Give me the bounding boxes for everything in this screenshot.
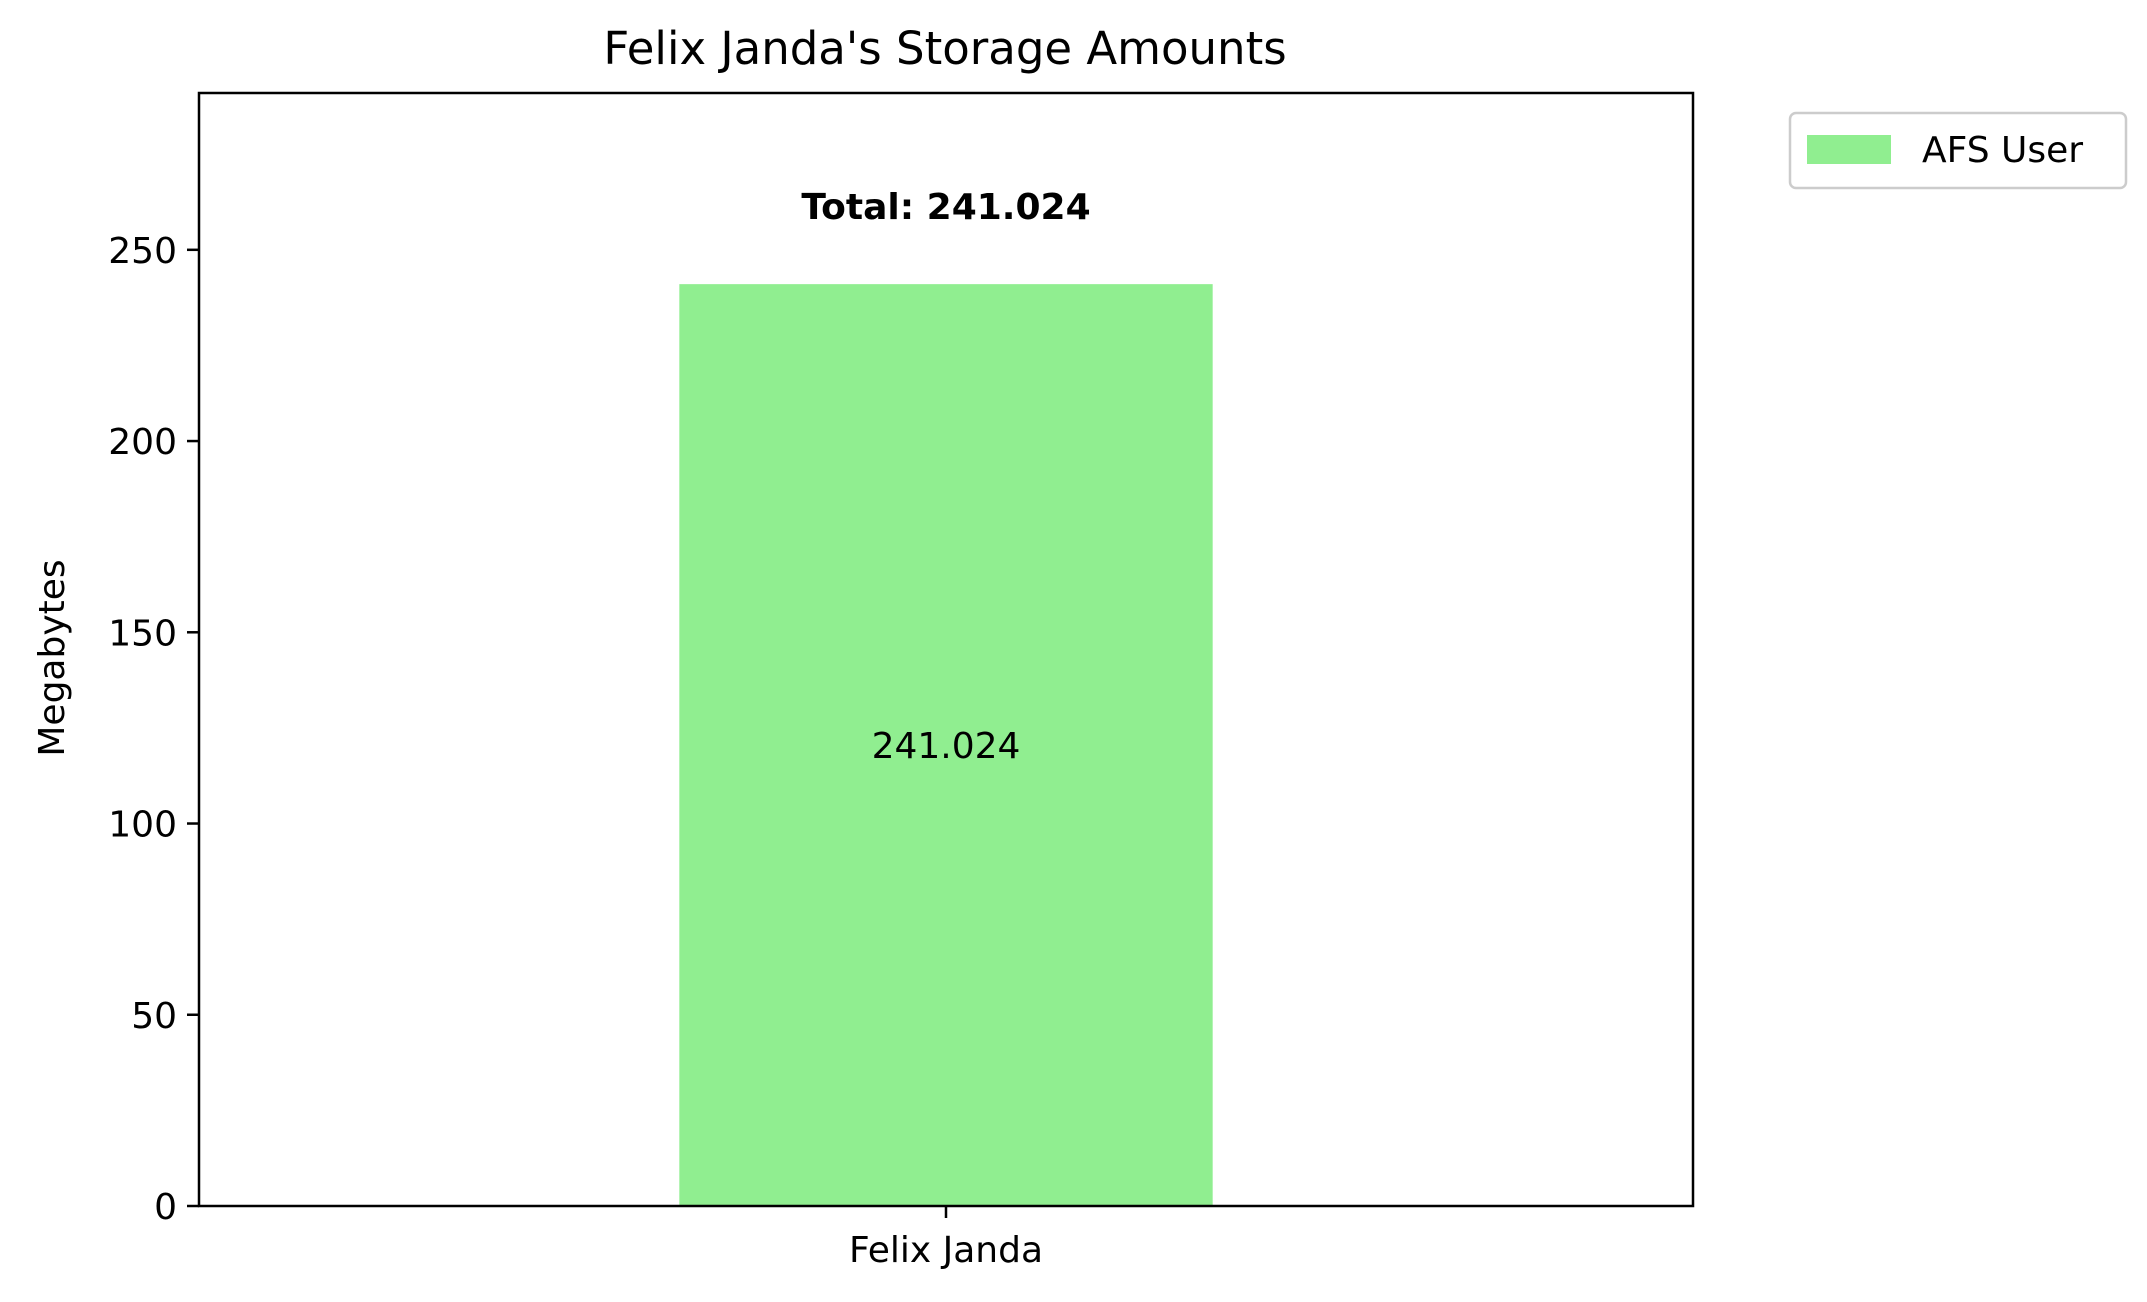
- y-tick-label: 100: [108, 805, 177, 846]
- plot-area: 241.024 Total: 241.024: [679, 187, 1213, 1206]
- y-tick-label: 150: [108, 613, 177, 654]
- legend: AFS User: [1788, 111, 2128, 190]
- x-tick-label: Felix Janda: [849, 1230, 1043, 1271]
- y-tick-label: 50: [131, 996, 177, 1037]
- y-axis-label: Megabytes: [32, 559, 73, 756]
- chart-title: Felix Janda's Storage Amounts: [603, 22, 1286, 75]
- y-tick-label: 200: [108, 422, 177, 463]
- y-tick-label: 0: [154, 1187, 177, 1228]
- bar-afs-user: [679, 284, 1213, 1206]
- y-tick-label: 250: [108, 231, 177, 272]
- bar-total-label: Total: 241.024: [801, 187, 1090, 228]
- legend-label-afs-user: AFS User: [1922, 130, 2083, 171]
- x-axis: Felix Janda: [849, 1206, 1043, 1271]
- bar-value-label: 241.024: [872, 726, 1021, 767]
- legend-swatch-afs-user: [1807, 135, 1891, 164]
- y-axis: 0 50 100 150 200 250: [108, 231, 199, 1228]
- legend-box: [1788, 111, 2128, 190]
